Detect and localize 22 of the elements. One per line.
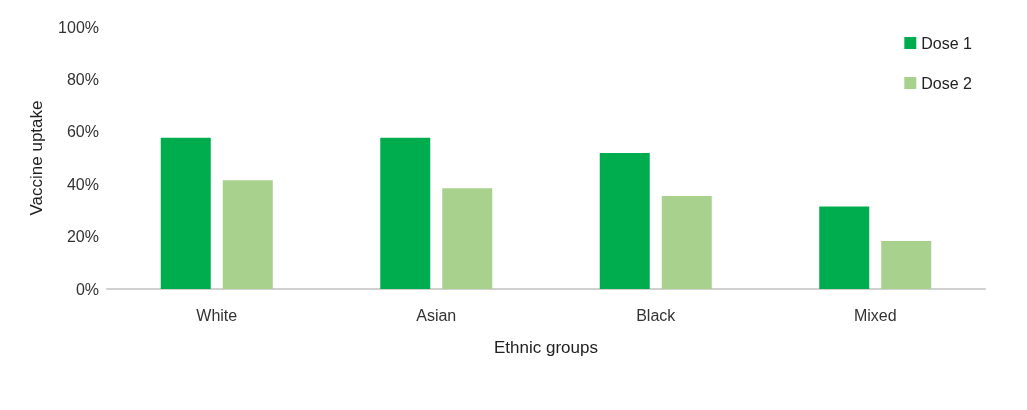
y-axis-title: Vaccine uptake xyxy=(27,100,46,216)
bar xyxy=(661,195,712,289)
bar xyxy=(599,153,650,289)
bar xyxy=(442,188,493,289)
y-tick-label: 0% xyxy=(75,280,99,298)
bar xyxy=(222,180,273,289)
y-tick-label: 40% xyxy=(66,175,99,193)
bar xyxy=(380,137,431,289)
x-tick-label: Mixed xyxy=(853,306,897,324)
x-tick-label: Asian xyxy=(416,306,457,324)
bar xyxy=(160,137,211,289)
bar xyxy=(819,206,870,289)
x-tick-label: Black xyxy=(636,306,677,324)
y-tick-label: 60% xyxy=(66,123,99,141)
legend-label: Dose 1 xyxy=(921,34,973,52)
y-tick-label: 20% xyxy=(66,228,99,246)
x-tick-label: White xyxy=(196,306,238,324)
y-tick-label: 100% xyxy=(58,18,99,36)
bar xyxy=(881,241,932,289)
legend-label: Dose 2 xyxy=(921,74,973,92)
y-tick-label: 80% xyxy=(66,70,99,88)
x-axis-title: Ethnic groups xyxy=(494,338,598,357)
